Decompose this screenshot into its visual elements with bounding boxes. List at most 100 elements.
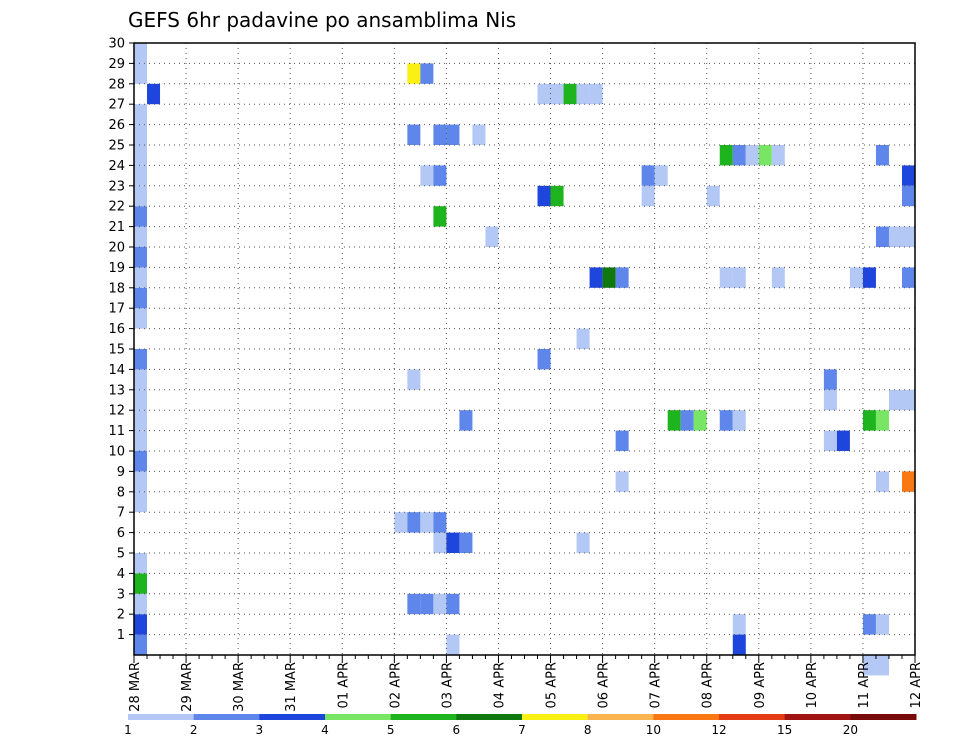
colorbar-swatch (456, 714, 523, 720)
y-tick-label: 16 (108, 322, 125, 337)
data-cell (134, 185, 148, 207)
data-cell (901, 471, 915, 492)
data-cell (823, 430, 837, 451)
data-cell (134, 43, 148, 64)
x-tick-label: 31 MAR (284, 662, 299, 712)
data-cell (732, 410, 746, 431)
y-tick-label: 2 (117, 608, 125, 623)
y-tick-label: 23 (108, 179, 125, 194)
data-cell (888, 226, 902, 247)
y-tick-label: 9 (117, 465, 125, 480)
data-cell (732, 634, 746, 655)
data-cell (732, 614, 746, 635)
y-tick-label: 3 (117, 587, 125, 602)
data-cell (719, 145, 733, 166)
data-cell (862, 410, 876, 431)
data-cell (134, 369, 148, 390)
data-cell (589, 267, 603, 288)
data-cell (407, 124, 421, 145)
y-tick-label: 15 (108, 343, 125, 358)
data-cell (407, 369, 421, 390)
x-tick-label: 10 APR (805, 662, 820, 708)
data-cell (745, 145, 759, 166)
y-tick-label: 5 (117, 547, 125, 562)
data-cell (134, 267, 148, 288)
data-cell (485, 226, 499, 247)
data-cell (134, 287, 148, 309)
data-cell (680, 410, 694, 431)
data-cell (407, 593, 421, 615)
data-cell (433, 165, 447, 186)
data-cell (654, 165, 668, 186)
y-tick-label: 21 (108, 220, 125, 235)
y-tick-label: 4 (117, 567, 125, 582)
colorbar-label: 12 (711, 723, 726, 737)
y-tick-label: 6 (117, 526, 125, 541)
x-tick-label: 04 APR (492, 662, 507, 708)
data-cell (576, 532, 590, 553)
data-cell (862, 655, 876, 676)
data-cell (420, 63, 434, 84)
data-cell (550, 83, 564, 105)
colorbar-swatch (193, 714, 260, 720)
y-axis: 1234567891011121314151617181920212223242… (108, 37, 134, 643)
x-tick-label: 09 APR (753, 662, 768, 708)
colorbar-label: 3 (256, 723, 264, 737)
colorbar-label: 2 (190, 723, 198, 737)
data-cell (875, 410, 889, 431)
data-cell (134, 349, 148, 370)
data-cell (134, 430, 148, 451)
data-cell (446, 634, 460, 655)
data-cell (667, 410, 681, 431)
data-cell (134, 471, 148, 492)
x-tick-label: 29 MAR (180, 662, 195, 712)
data-cell (732, 145, 746, 166)
colorbar-swatch (587, 714, 654, 720)
data-cell (420, 512, 434, 533)
data-cell (134, 553, 148, 574)
x-axis: 28 MAR 29 MAR 30 MAR 31 MAR 01 APR 02 APR 03 A… (128, 655, 924, 712)
data-cell (849, 267, 863, 288)
y-tick-label: 12 (108, 404, 125, 419)
x-tick-label: 28 MAR (128, 662, 143, 712)
colorbar-label: 10 (646, 723, 661, 737)
y-tick-label: 8 (117, 485, 125, 500)
data-cell (134, 308, 148, 329)
colorbar-swatch (522, 714, 589, 720)
data-cell (433, 206, 447, 227)
data-cell (823, 369, 837, 390)
x-tick-label: 01 APR (336, 662, 351, 708)
data-cell (576, 328, 590, 349)
data-cell (641, 185, 655, 207)
colorbar-swatch (784, 714, 851, 720)
data-cell (433, 593, 447, 615)
data-cell (719, 267, 733, 288)
colorbar-label: 8 (584, 723, 592, 737)
data-cell (875, 145, 889, 166)
data-cell (134, 165, 148, 186)
data-cell (615, 430, 629, 451)
data-cell (134, 451, 148, 472)
data-cell (134, 614, 148, 635)
data-cell (771, 145, 785, 166)
data-cell (407, 63, 421, 84)
y-tick-label: 24 (108, 159, 125, 174)
data-cell (420, 593, 434, 615)
x-tick-label: 11 APR (857, 662, 872, 708)
y-tick-label: 19 (108, 261, 125, 276)
data-cell (901, 267, 915, 288)
data-cell (147, 83, 161, 105)
data-cell (134, 124, 148, 145)
colorbar-swatch (128, 714, 195, 720)
y-tick-label: 20 (108, 241, 125, 256)
y-tick-label: 27 (108, 98, 125, 113)
data-cell (563, 83, 577, 105)
colorbar-swatch (259, 714, 326, 720)
data-cell (641, 165, 655, 186)
data-cell (394, 512, 408, 533)
x-tick-label: 03 APR (440, 662, 455, 708)
data-cell (719, 410, 733, 431)
data-cell (836, 430, 850, 451)
data-cell (875, 226, 889, 247)
